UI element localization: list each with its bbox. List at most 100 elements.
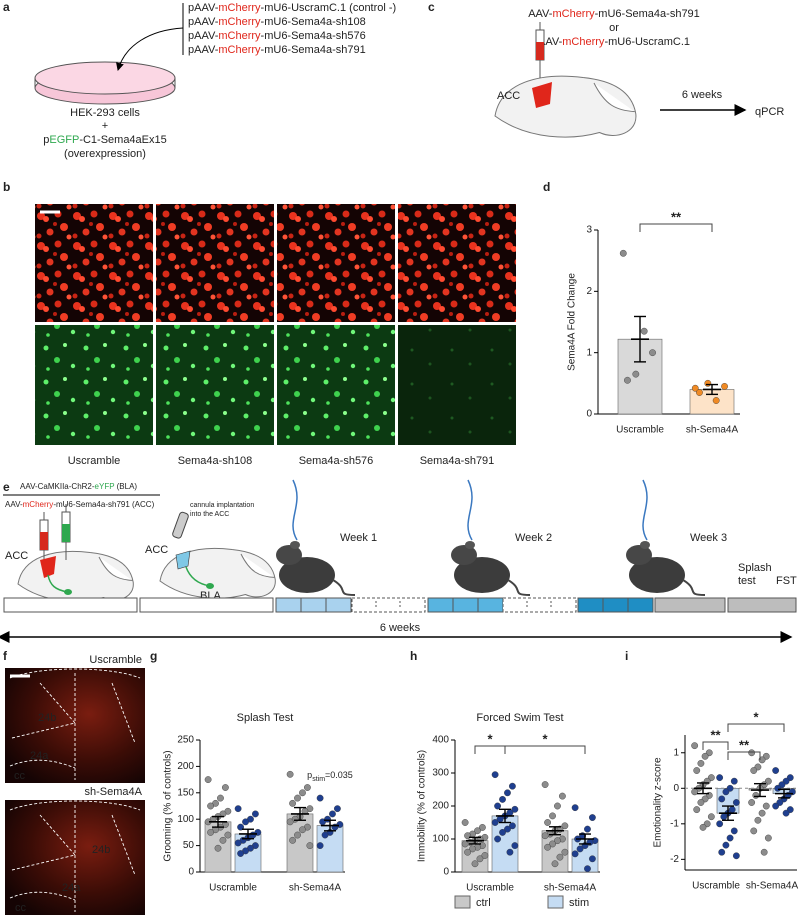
legend-swatch bbox=[547, 895, 564, 909]
cable bbox=[642, 479, 648, 541]
data-point bbox=[640, 327, 648, 335]
data-point bbox=[204, 776, 212, 783]
significance-label: ** bbox=[671, 209, 682, 224]
mouse-ear bbox=[290, 541, 300, 549]
data-point bbox=[476, 855, 484, 863]
data-point bbox=[561, 822, 569, 830]
data-point bbox=[716, 820, 724, 828]
data-point bbox=[316, 842, 324, 849]
label-part: mCherry bbox=[23, 500, 54, 509]
chart-title: Forced Swim Test bbox=[476, 712, 563, 724]
region-label: cc bbox=[15, 902, 27, 914]
data-point bbox=[549, 840, 556, 848]
label: ACC bbox=[5, 550, 28, 562]
annotation-part: p bbox=[307, 770, 312, 780]
syringe-fill bbox=[62, 524, 70, 542]
data-point bbox=[697, 760, 705, 767]
data-point bbox=[461, 819, 469, 826]
data-point bbox=[316, 794, 324, 802]
y-tick-label: 3 bbox=[586, 225, 592, 236]
annotation-part: stim bbox=[312, 776, 325, 783]
legend-swatch bbox=[454, 895, 471, 909]
rich-label: pAAV-mCherry-mU6-Sema4a-sh576 bbox=[188, 30, 366, 42]
label-part: pAAV- bbox=[188, 16, 219, 28]
label: into the ACC bbox=[190, 511, 229, 518]
data-point bbox=[704, 379, 712, 387]
data-point bbox=[214, 844, 222, 852]
data-point bbox=[571, 850, 579, 858]
data-point bbox=[649, 349, 656, 357]
y-tick-label: 50 bbox=[183, 840, 195, 851]
label: ACC bbox=[497, 90, 520, 102]
data-point bbox=[758, 809, 766, 817]
data-point bbox=[619, 249, 627, 257]
data-point bbox=[726, 834, 734, 842]
region-outline bbox=[9, 800, 141, 912]
label-part: AAV- bbox=[528, 8, 553, 20]
bla-region bbox=[206, 583, 214, 589]
micrograph-red bbox=[398, 204, 516, 322]
label: (overexpression) bbox=[64, 148, 146, 160]
y-tick-label: 1 bbox=[673, 747, 679, 758]
significance-bracket bbox=[702, 741, 729, 750]
acc-region bbox=[40, 556, 56, 578]
label-part: AAV-CaMKIIa-ChR2- bbox=[20, 482, 95, 491]
data-point bbox=[571, 804, 579, 812]
data-point bbox=[556, 853, 564, 861]
data-point bbox=[774, 784, 782, 792]
mouse-tail bbox=[682, 579, 706, 596]
data-point bbox=[720, 813, 728, 821]
data-point bbox=[224, 831, 232, 839]
y-tick-label: 400 bbox=[432, 735, 449, 746]
mouse-head bbox=[626, 545, 652, 565]
label-part: EGFP bbox=[49, 134, 79, 146]
data-point bbox=[693, 806, 701, 814]
y-axis-label: Emotionality z-score bbox=[653, 757, 664, 847]
data-point bbox=[494, 802, 501, 810]
data-point bbox=[584, 825, 591, 833]
mouse-tail bbox=[507, 579, 531, 596]
data-point bbox=[504, 825, 511, 833]
x-tick-label: Uscramble bbox=[616, 425, 664, 436]
rich-label: AAV-mCherry-mU6-UscramC.1 bbox=[538, 36, 690, 48]
label: 6 weeks bbox=[380, 622, 421, 634]
label: Splash bbox=[738, 562, 772, 574]
week-label: Week 3 bbox=[690, 532, 727, 544]
y-tick-label: -1 bbox=[670, 818, 679, 829]
micrograph-green bbox=[35, 325, 153, 445]
syringe-fill bbox=[40, 532, 48, 550]
y-tick-label: 1 bbox=[586, 347, 592, 358]
significance-label: * bbox=[542, 731, 548, 746]
significance-bracket bbox=[727, 751, 761, 760]
label: FST bbox=[776, 575, 797, 587]
rich-label: pAAV-mCherry-mU6-UscramC.1 (control -) bbox=[188, 2, 396, 14]
panel-label: d bbox=[543, 180, 550, 194]
data-point bbox=[252, 810, 259, 818]
data-point bbox=[217, 794, 224, 802]
panel-label: h bbox=[410, 649, 417, 663]
y-tick-label: 100 bbox=[177, 814, 194, 825]
mouse-head bbox=[276, 545, 302, 565]
data-point bbox=[701, 752, 709, 760]
cable bbox=[292, 479, 298, 541]
data-point bbox=[760, 848, 768, 856]
label-part: AAV- bbox=[5, 500, 23, 509]
brain-outline bbox=[494, 75, 637, 138]
data-point bbox=[294, 794, 301, 802]
data-point bbox=[491, 819, 499, 826]
label-part: -mU6-Sema4a-sh791 (ACC) bbox=[53, 500, 154, 509]
data-point bbox=[561, 848, 569, 856]
data-point bbox=[730, 827, 738, 835]
data-point bbox=[589, 855, 596, 863]
data-point bbox=[511, 805, 519, 813]
data-point bbox=[464, 848, 471, 856]
condition-label: Uscramble bbox=[89, 654, 142, 666]
micrograph-green bbox=[398, 325, 516, 445]
data-point bbox=[541, 781, 549, 788]
legend-label: stim bbox=[569, 897, 589, 909]
mouse-body bbox=[454, 557, 510, 593]
region-label: 24a bbox=[30, 750, 49, 762]
mouse-body bbox=[629, 557, 685, 593]
panel-label: c bbox=[428, 0, 435, 14]
data-point bbox=[718, 848, 726, 856]
